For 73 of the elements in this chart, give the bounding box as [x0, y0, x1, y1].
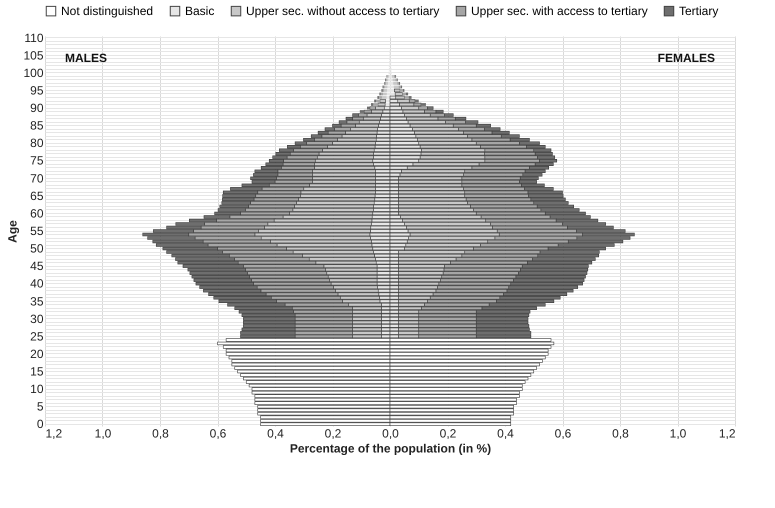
bar [380, 92, 384, 96]
bar [394, 88, 400, 92]
x-tick-label: 1,2 [718, 426, 736, 440]
y-tick-label: 40 [30, 276, 44, 291]
x-tick-label: 1,0 [94, 426, 112, 440]
y-tick-label: 60 [30, 206, 44, 220]
y-tick-label: 75 [30, 154, 44, 168]
x-tick-label: 0,6 [210, 426, 227, 440]
x-tick-label: 0,4 [267, 426, 284, 440]
x-tick-label: 0,2 [440, 426, 457, 440]
bar [394, 86, 399, 88]
y-tick-label: 20 [30, 346, 44, 361]
y-tick-label: 55 [30, 224, 44, 238]
bar [390, 78, 393, 82]
bar [383, 92, 387, 96]
y-tick-label: 35 [30, 294, 44, 308]
x-tick-label: 0,0 [382, 426, 400, 440]
bar [390, 92, 396, 96]
bar [415, 100, 419, 102]
x-tick-label: 0,2 [324, 426, 342, 440]
bar [387, 89, 390, 92]
bar [360, 110, 364, 113]
y-tick-label: 50 [30, 242, 44, 256]
bar [373, 103, 378, 106]
bar [390, 89, 394, 92]
bar [393, 82, 398, 85]
y-tick-label: 5 [36, 400, 44, 414]
bar [384, 89, 388, 92]
y-tick-label: 15 [30, 364, 44, 379]
bar [384, 86, 388, 88]
x-tick-label: 0,6 [554, 426, 572, 440]
x-tick-label: 0,8 [152, 426, 170, 440]
y-tick-label: 90 [30, 101, 44, 116]
annotation: MALES [65, 51, 107, 65]
legend-label: Upper sec. with access to tertiary [471, 4, 648, 18]
y-tick-label: 70 [30, 171, 44, 186]
legend-label: Tertiary [679, 4, 718, 18]
y-tick-label: 100 [23, 66, 44, 80]
bar [402, 92, 406, 96]
x-tick-label: 0,4 [497, 426, 514, 440]
bar [382, 96, 387, 99]
bar [421, 103, 426, 106]
y-tick-label: 65 [30, 188, 44, 203]
x-axis-title: Percentage of the population (in %) [290, 442, 492, 456]
y-axis-title: Age [5, 220, 20, 243]
bar [392, 78, 396, 82]
bar [376, 100, 380, 102]
x-tick-label: 1,0 [670, 426, 687, 440]
bar [390, 86, 394, 88]
legend-label: Upper sec. without access to tertiary [246, 4, 440, 18]
bar [406, 92, 408, 96]
legend-label: Not distinguished [61, 4, 154, 18]
bar [404, 96, 409, 99]
bar [367, 106, 370, 110]
legend-label: Basic [185, 4, 214, 18]
y-tick-label: 25 [30, 329, 44, 344]
y-tick-label: 105 [23, 48, 44, 62]
bar [379, 96, 382, 99]
y-tick-label: 10 [30, 382, 44, 396]
x-tick-label: 1,2 [46, 426, 63, 440]
bar [400, 89, 403, 92]
y-tick-label: 110 [24, 30, 44, 45]
y-tick-label: 85 [30, 118, 44, 133]
y-tick-label: 95 [30, 83, 44, 98]
annotation: FEMALES [658, 51, 715, 65]
y-tick-label: 45 [30, 259, 44, 274]
y-tick-label: 80 [30, 136, 44, 150]
y-tick-label: 0 [36, 417, 44, 432]
bar [408, 96, 412, 99]
x-tick-label: 0,8 [612, 426, 630, 440]
y-tick-label: 30 [30, 312, 44, 326]
bar [390, 82, 394, 85]
bar [387, 86, 390, 88]
